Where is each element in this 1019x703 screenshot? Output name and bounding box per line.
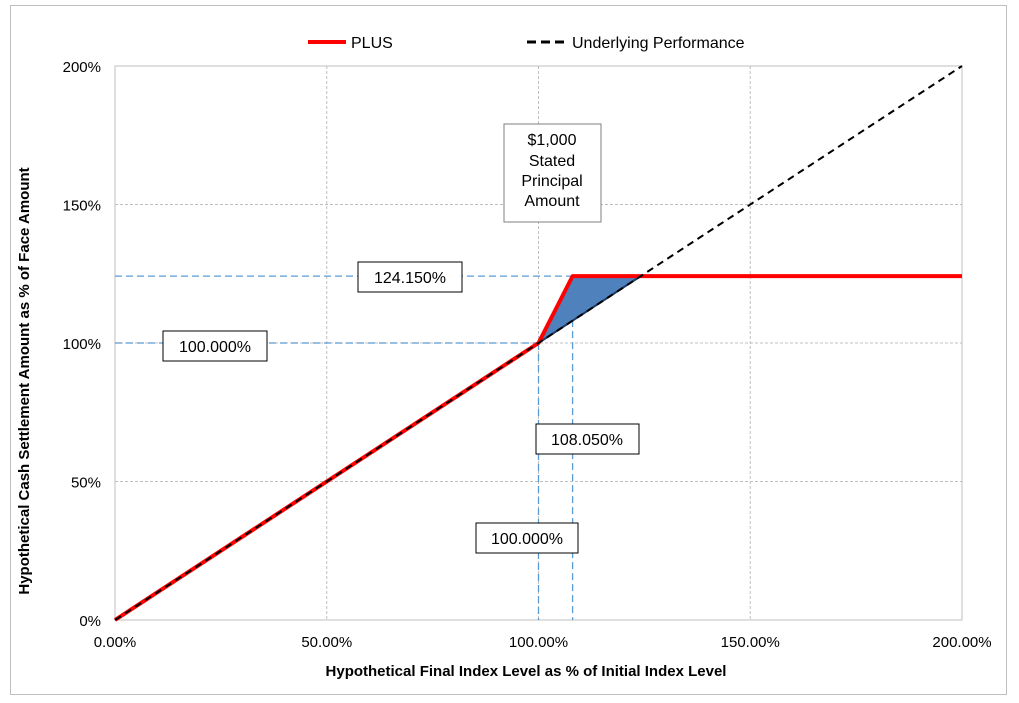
- x-tick-label: 150.00%: [721, 634, 780, 651]
- principal-callout-box: [503, 123, 602, 223]
- principal-line-4: Amount: [524, 193, 580, 210]
- chart-frame: [10, 5, 1007, 695]
- y-axis-title: Hypothetical Cash Settlement Amount as %…: [16, 167, 33, 594]
- x-threshold-callout: 100.000%: [475, 522, 579, 554]
- y-threshold-callout-box: [162, 330, 268, 362]
- principal-callout: $1,000 Stated Principal Amount: [503, 123, 602, 223]
- x-threshold-callout-label: 100.000%: [491, 531, 563, 548]
- legend: PLUS Underlying Performance: [308, 35, 745, 52]
- principal-line-2: Stated: [529, 153, 575, 170]
- y-threshold-callout-label: 100.000%: [179, 339, 251, 356]
- y-tick-label: 0%: [79, 613, 101, 630]
- y-tick-labels: 0% 50% 100% 150% 200%: [63, 59, 101, 630]
- x-tick-label: 100.00%: [509, 634, 568, 651]
- legend-label-underlying: Underlying Performance: [572, 35, 745, 52]
- x-axis-title: Hypothetical Final Index Level as % of I…: [326, 663, 727, 680]
- cap-callout-label: 124.150%: [374, 270, 446, 287]
- principal-line-3: Principal: [521, 173, 582, 190]
- legend-label-plus: PLUS: [351, 35, 393, 52]
- x-tick-label: 200.00%: [932, 634, 991, 651]
- cap-x-callout-box: [535, 423, 640, 455]
- y-tick-label: 200%: [63, 59, 101, 76]
- y-tick-label: 50%: [71, 475, 101, 492]
- y-tick-label: 100%: [63, 336, 101, 353]
- principal-line-1: $1,000: [528, 132, 577, 149]
- x-tick-labels: 0.00% 50.00% 100.00% 150.00% 200.00%: [94, 634, 992, 651]
- y-threshold-callout: 100.000%: [162, 330, 268, 362]
- x-tick-label: 50.00%: [301, 634, 352, 651]
- series-line-underlying: [114, 65, 963, 621]
- series-lines: [113, 65, 963, 622]
- cap-x-callout-label: 108.050%: [551, 432, 623, 449]
- x-tick-label: 0.00%: [94, 634, 137, 651]
- x-threshold-callout-box: [475, 522, 579, 554]
- cap-x-callout: 108.050%: [535, 423, 640, 455]
- cap-callout: 124.150%: [357, 261, 463, 293]
- cap-callout-box: [357, 261, 463, 293]
- y-tick-label: 150%: [63, 198, 101, 215]
